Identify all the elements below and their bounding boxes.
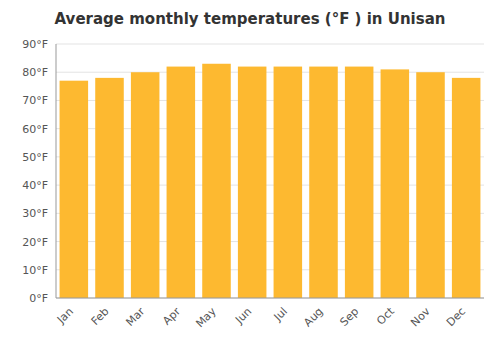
x-tick-label: Jun <box>232 305 254 327</box>
bar <box>416 72 445 298</box>
x-tick-label: Jan <box>54 305 76 327</box>
x-tick-label: Feb <box>89 305 112 328</box>
bar <box>274 67 303 298</box>
chart-title: Average monthly temperatures (°F ) in Un… <box>55 10 446 28</box>
x-tick-label: Oct <box>374 304 397 327</box>
bar <box>95 78 124 298</box>
bar <box>381 69 410 298</box>
chart-container: Average monthly temperatures (°F ) in Un… <box>0 0 500 350</box>
x-tick-label: Mar <box>123 305 147 329</box>
y-tick-label: 20°F <box>22 236 48 249</box>
x-axis-line <box>56 298 484 299</box>
bar <box>60 81 89 298</box>
bars <box>60 64 481 298</box>
y-tick-label: 40°F <box>22 179 48 192</box>
y-tick-label: 10°F <box>22 264 48 277</box>
y-tick-label: 0°F <box>29 292 48 305</box>
y-axis: 0°F 10°F 20°F 30°F 40°F 50°F 60°F 70°F 80°F 90°F <box>22 38 484 305</box>
y-tick-label: 80°F <box>22 66 48 79</box>
grid-line <box>56 298 484 299</box>
bar <box>238 67 267 298</box>
x-axis: Jan Feb Mar Apr May Jun Jul Aug Sep Oct Nov Dec <box>54 304 468 330</box>
y-axis-line <box>56 44 57 298</box>
chart-svg: Average monthly temperatures (°F ) in Un… <box>0 0 500 350</box>
x-tick-label: Nov <box>408 305 433 330</box>
x-tick-label: Aug <box>301 305 325 329</box>
y-tick-label: 30°F <box>22 207 48 220</box>
bar <box>452 78 481 298</box>
bar <box>202 64 231 298</box>
bar <box>309 67 338 298</box>
bar <box>131 72 160 298</box>
bar <box>167 67 196 298</box>
bar <box>345 67 374 298</box>
x-tick-label: Apr <box>160 305 183 328</box>
x-tick-label: Jul <box>271 305 290 324</box>
y-tick-label: 90°F <box>22 38 48 51</box>
x-tick-label: Sep <box>337 305 361 329</box>
y-tick-label: 50°F <box>22 151 48 164</box>
y-tick-label: 70°F <box>22 94 48 107</box>
grid-line <box>56 44 484 45</box>
x-tick-label: May <box>193 305 219 331</box>
x-tick-label: Dec <box>444 305 468 329</box>
y-tick-label: 60°F <box>22 123 48 136</box>
